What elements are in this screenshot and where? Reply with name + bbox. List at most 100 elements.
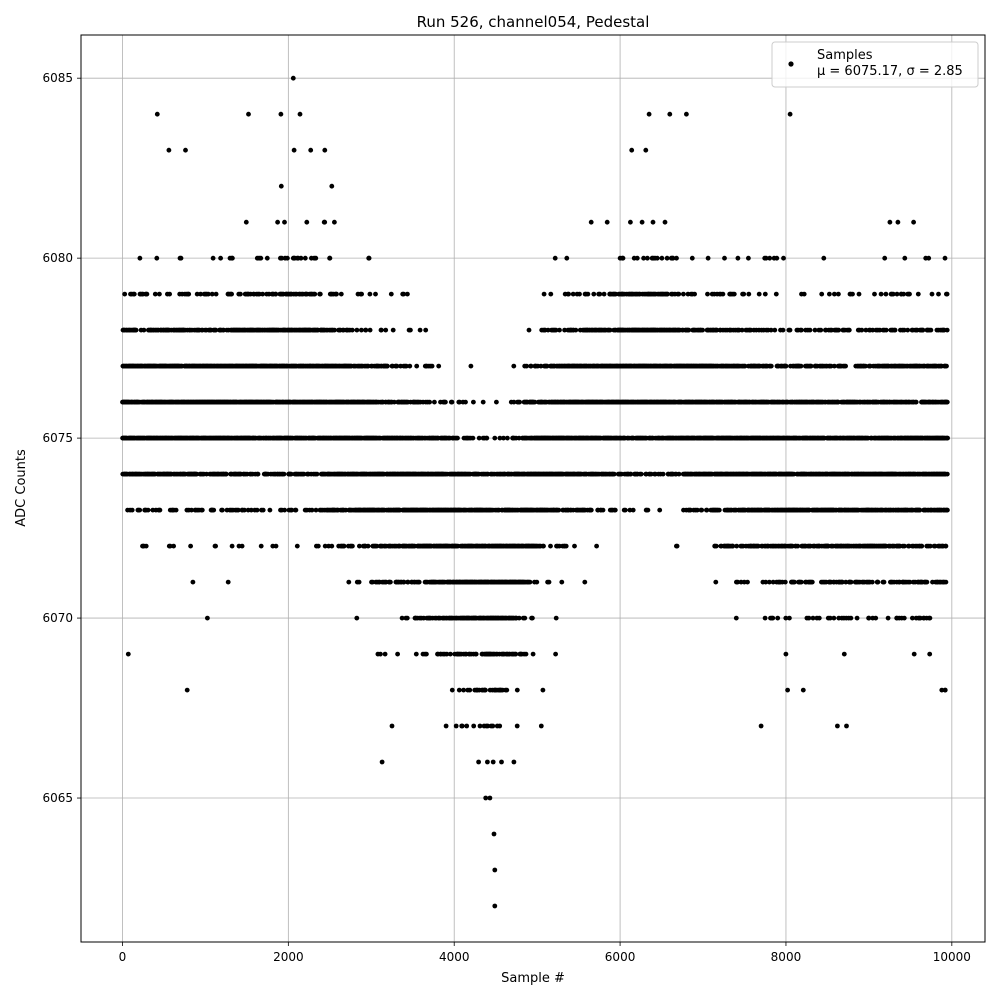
data-point <box>473 651 479 657</box>
data-point <box>143 543 149 549</box>
data-point <box>588 507 594 513</box>
data-point <box>588 219 594 225</box>
data-point <box>309 507 315 513</box>
data-point <box>417 327 423 333</box>
data-point <box>312 291 318 297</box>
data-point <box>461 687 466 693</box>
data-point <box>404 615 410 621</box>
data-point <box>390 327 396 333</box>
data-point <box>278 183 284 189</box>
data-point <box>218 255 224 261</box>
data-point <box>453 723 459 729</box>
data-point <box>302 255 308 261</box>
data-point <box>553 615 559 621</box>
data-point <box>483 687 488 693</box>
data-point <box>548 543 553 549</box>
data-point <box>511 363 517 369</box>
data-point <box>601 291 607 297</box>
data-point <box>385 363 390 369</box>
data-point <box>734 543 740 549</box>
data-point <box>365 543 371 549</box>
data-point <box>285 255 290 261</box>
data-point <box>733 615 739 621</box>
data-point <box>611 471 617 477</box>
data-point <box>700 327 705 333</box>
data-point <box>689 255 695 261</box>
data-point <box>243 219 249 225</box>
data-point <box>205 615 210 621</box>
data-point <box>552 255 558 261</box>
data-point <box>530 651 536 657</box>
data-point <box>255 471 261 477</box>
data-point <box>204 471 209 477</box>
data-point <box>522 615 528 621</box>
data-point <box>273 543 279 549</box>
data-point <box>405 291 410 297</box>
data-point <box>211 507 217 513</box>
data-point <box>210 255 216 261</box>
data-point <box>494 399 499 405</box>
data-point <box>388 291 394 297</box>
data-point <box>229 291 235 297</box>
data-point <box>304 219 310 225</box>
data-point <box>329 543 335 549</box>
data-point <box>548 291 554 297</box>
data-point <box>190 579 196 585</box>
data-point <box>600 507 606 513</box>
data-point <box>490 723 496 729</box>
data-point <box>178 255 184 261</box>
data-point <box>198 291 204 297</box>
data-point <box>662 219 668 225</box>
data-point <box>294 543 300 549</box>
data-point <box>133 327 139 333</box>
data-point <box>582 579 588 585</box>
data-point <box>638 471 644 477</box>
data-point <box>448 651 453 657</box>
data-point <box>676 471 682 477</box>
data-point <box>572 543 577 549</box>
data-point <box>154 255 160 261</box>
data-point <box>443 723 449 729</box>
data-point <box>186 291 192 297</box>
data-point <box>131 291 137 297</box>
data-point <box>137 255 143 261</box>
data-point <box>557 327 562 333</box>
data-point <box>514 723 520 729</box>
data-point <box>338 291 344 297</box>
data-point <box>449 687 455 693</box>
data-point <box>505 435 510 441</box>
data-point <box>298 255 304 261</box>
data-point <box>378 651 383 657</box>
data-point <box>407 363 413 369</box>
data-point <box>497 723 503 729</box>
data-point <box>720 291 726 297</box>
data-point <box>354 615 360 621</box>
data-point <box>416 579 422 585</box>
data-point <box>144 291 150 297</box>
data-point <box>145 507 151 513</box>
data-point <box>657 507 663 513</box>
data-point <box>492 435 498 441</box>
data-point <box>334 291 339 297</box>
data-point <box>674 255 679 261</box>
data-point <box>523 651 529 657</box>
data-point <box>356 579 362 585</box>
data-point <box>573 327 579 333</box>
data-point <box>645 507 651 513</box>
data-point <box>563 543 569 549</box>
data-point <box>275 219 280 225</box>
data-point <box>516 615 522 621</box>
data-point <box>628 219 633 225</box>
data-point <box>484 435 490 441</box>
data-point <box>273 291 279 297</box>
data-point <box>470 435 476 441</box>
data-point <box>427 399 432 405</box>
data-point <box>514 687 520 693</box>
data-point <box>408 327 413 333</box>
data-point <box>378 327 384 333</box>
data-points <box>120 75 950 909</box>
data-point <box>359 327 364 333</box>
data-point <box>258 255 264 261</box>
data-point <box>699 507 705 513</box>
